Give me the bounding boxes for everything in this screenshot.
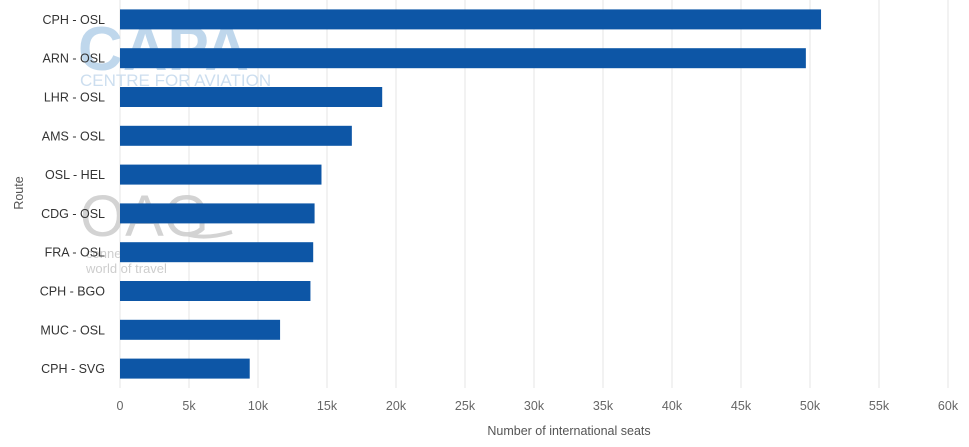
x-tick-label: 50k bbox=[800, 399, 821, 413]
x-tick-label: 0 bbox=[117, 399, 124, 413]
x-tick-label: 10k bbox=[248, 399, 269, 413]
bar[interactable] bbox=[120, 203, 315, 224]
x-tick-label: 45k bbox=[731, 399, 752, 413]
bar[interactable] bbox=[120, 164, 322, 185]
category-label: CDG - OSL bbox=[41, 207, 105, 221]
bar[interactable] bbox=[120, 9, 822, 30]
bar[interactable] bbox=[120, 125, 352, 146]
category-label: CPH - OSL bbox=[42, 13, 105, 27]
oag-watermark-tagline-1: conne bbox=[86, 246, 121, 261]
x-tick-label: 40k bbox=[662, 399, 683, 413]
category-label: ARN - OSL bbox=[42, 52, 105, 66]
category-label: MUC - OSL bbox=[40, 323, 105, 337]
x-tick-label: 15k bbox=[317, 399, 338, 413]
y-axis-title: Route bbox=[12, 176, 26, 209]
category-label: CPH - SVG bbox=[41, 362, 105, 376]
bar[interactable] bbox=[120, 358, 250, 379]
x-tick-label: 20k bbox=[386, 399, 407, 413]
bar[interactable] bbox=[120, 87, 383, 107]
bars bbox=[120, 9, 822, 379]
x-tick-label: 25k bbox=[455, 399, 476, 413]
category-label: LHR - OSL bbox=[44, 91, 105, 105]
category-label: AMS - OSL bbox=[42, 129, 105, 143]
x-tick-labels: 0 5k 10k 15k 20k 25k 30k 35k 40k 45k 50k 55k 60k bbox=[117, 399, 959, 413]
bar[interactable] bbox=[120, 48, 806, 69]
oag-watermark-swoosh bbox=[185, 230, 233, 239]
x-tick-label: 55k bbox=[869, 399, 890, 413]
category-label: FRA - OSL bbox=[45, 246, 105, 260]
x-tick-label: 30k bbox=[524, 399, 545, 413]
x-axis-title: Number of international seats bbox=[487, 424, 650, 438]
category-label: CPH - BGO bbox=[40, 285, 106, 299]
oag-watermark-tagline-2: world of travel bbox=[85, 261, 167, 276]
bar[interactable] bbox=[120, 319, 281, 340]
category-label: OSL - HEL bbox=[45, 168, 105, 182]
x-tick-label: 60k bbox=[938, 399, 959, 413]
bar[interactable] bbox=[120, 281, 311, 301]
capa-watermark-tagline: CENTRE FOR AVIATION bbox=[80, 71, 271, 90]
x-tick-label: 5k bbox=[182, 399, 196, 413]
x-tick-label: 35k bbox=[593, 399, 614, 413]
category-labels: CPH - OSL ARN - OSL LHR - OSL AMS - OSL OSL … bbox=[40, 13, 106, 376]
bar[interactable] bbox=[120, 242, 314, 263]
